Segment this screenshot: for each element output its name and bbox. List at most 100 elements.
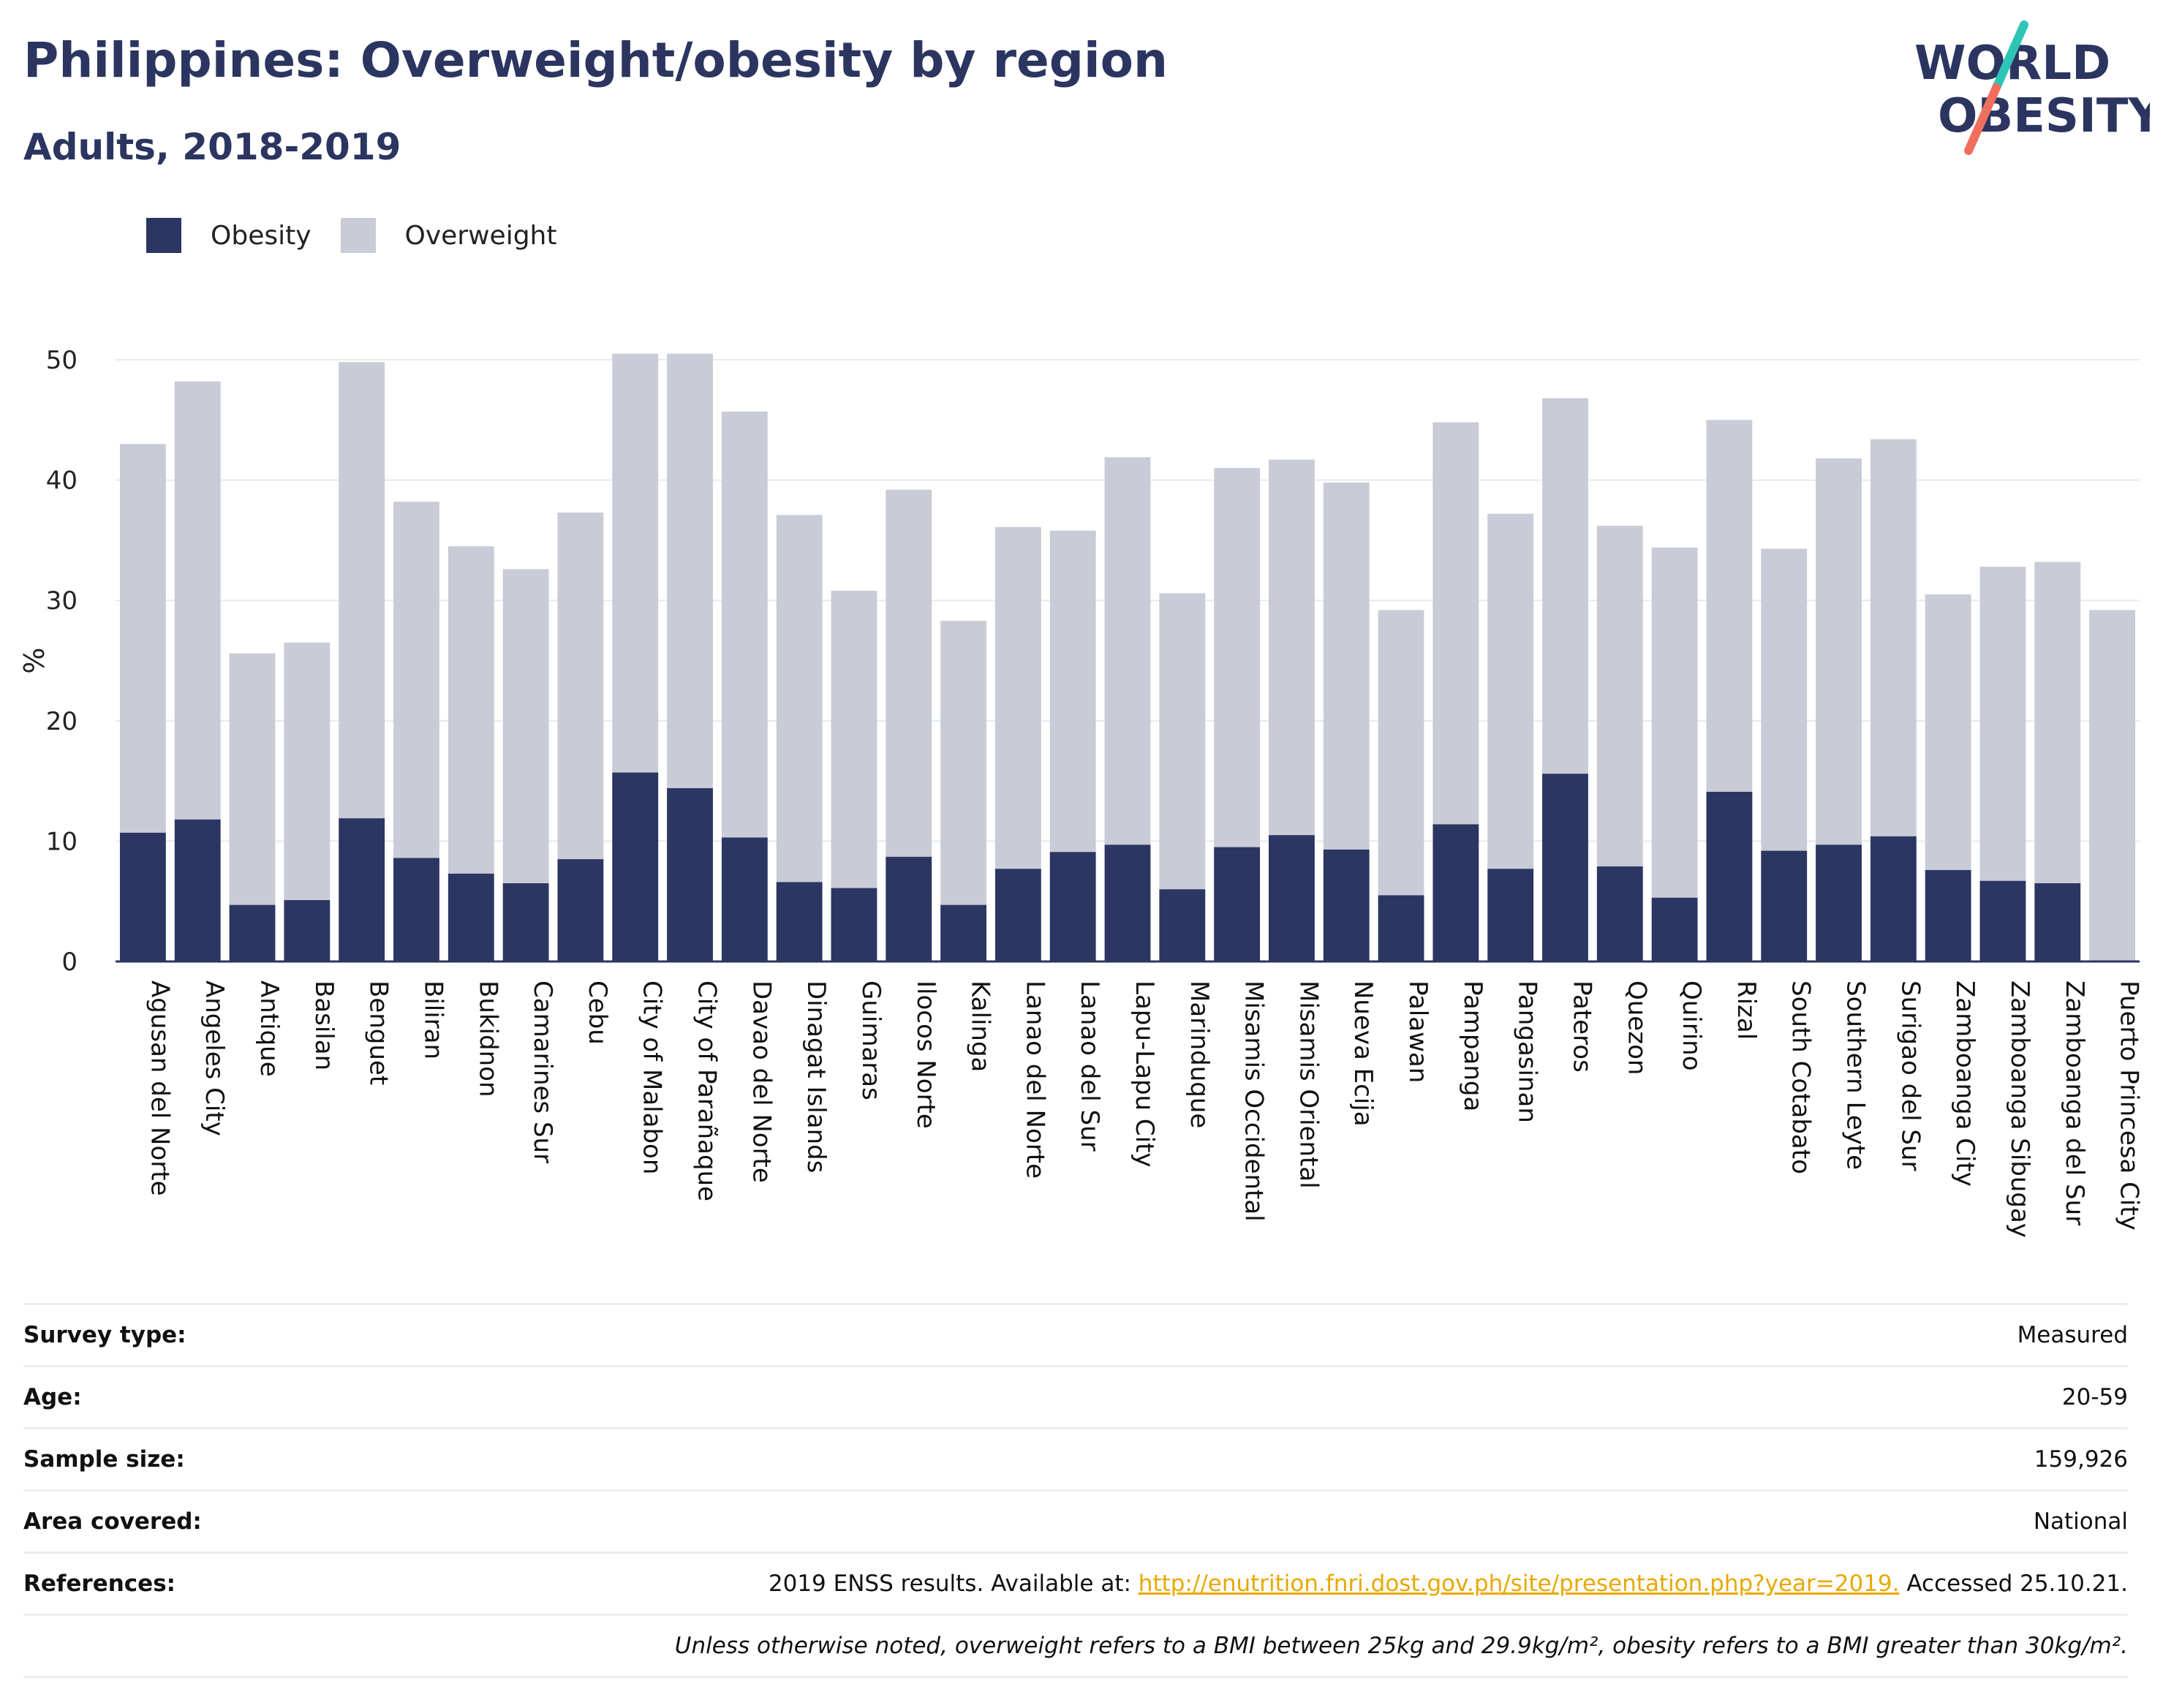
- y-tick-label: 40: [46, 466, 78, 496]
- bar-obesity: [994, 869, 1041, 961]
- legend-item-overweight[interactable]: Overweight: [340, 218, 557, 253]
- bar-overweight: [1979, 567, 2026, 881]
- y-tick-label: 0: [61, 948, 78, 977]
- chart-title: Philippines: Overweight/obesity by regio…: [23, 32, 1168, 88]
- logo-slash-teal: [1992, 20, 2028, 92]
- bar-overweight: [831, 591, 877, 888]
- y-tick-label: 30: [46, 586, 78, 616]
- x-tick-label: Lanao del Sur: [1075, 980, 1104, 1152]
- legend-item-obesity[interactable]: Obesity: [146, 218, 312, 253]
- x-tick-label: South Cotabato: [1786, 980, 1816, 1174]
- bar-obesity: [1323, 849, 1370, 961]
- bar-obesity: [1925, 869, 1971, 961]
- info-row-references: References: 2019 ENSS results. Available…: [23, 1552, 2128, 1614]
- x-tick-label: Benguet: [364, 980, 393, 1085]
- bar-obesity: [667, 787, 713, 961]
- legend-swatch-overweight: [340, 218, 376, 253]
- bar-overweight: [2089, 610, 2136, 961]
- x-tick-label: City of Malabon: [638, 980, 667, 1174]
- bar-overweight: [229, 653, 276, 905]
- bar-obesity: [721, 837, 768, 961]
- bar-obesity: [1104, 844, 1151, 961]
- bar-obesity: [174, 819, 221, 961]
- info-row-age: Age: 20-59: [23, 1365, 2128, 1427]
- bar-obesity: [1269, 835, 1315, 961]
- bar-obesity: [119, 832, 166, 961]
- bar-overweight: [940, 621, 986, 905]
- legend-label-overweight: Overweight: [404, 220, 557, 251]
- legend-label-obesity: Obesity: [211, 220, 312, 251]
- chart-legend: Obesity Overweight: [146, 216, 586, 254]
- info-key: Age:: [23, 1384, 82, 1410]
- references-prefix: 2019 ENSS results. Available at:: [768, 1571, 1139, 1597]
- x-tick-label: Cebu: [583, 980, 612, 1045]
- x-tick-label: Antique: [254, 980, 284, 1077]
- bar-obesity: [448, 873, 494, 961]
- x-tick-label: Quirino: [1677, 980, 1706, 1071]
- x-tick-label: Pateros: [1567, 980, 1596, 1073]
- info-table: Survey type: Measured Age: 20-59 Sample …: [23, 1303, 2128, 1678]
- bar-obesity: [1214, 847, 1261, 961]
- x-tick-label: Surigao del Sur: [1895, 980, 1925, 1171]
- bar-obesity: [776, 882, 823, 961]
- bar-obesity: [1596, 866, 1643, 961]
- bar-overweight: [1432, 422, 1479, 825]
- info-row-survey-type: Survey type: Measured: [23, 1303, 2128, 1365]
- bar-overweight: [448, 546, 494, 874]
- x-tick-label: Basilan: [309, 980, 339, 1070]
- bar-obesity: [393, 858, 439, 961]
- bar-obesity: [886, 856, 932, 961]
- bar-overweight: [557, 513, 604, 860]
- bar-overweight: [1816, 458, 1862, 845]
- bar-obesity: [284, 900, 331, 961]
- bar-chart: 0 10 20 30 40 50% Agusan del Norte Angeles City…: [18, 346, 2144, 1238]
- bar-overweight: [1542, 398, 1588, 774]
- y-tick-label: 50: [46, 346, 78, 375]
- info-value: 2019 ENSS results. Available at: http://…: [769, 1571, 2128, 1597]
- chart-subtitle: Adults, 2018-2019: [23, 126, 401, 168]
- references-suffix: Accessed 25.10.21.: [1899, 1571, 2128, 1597]
- bar-overweight: [1651, 547, 1698, 898]
- x-tick-label: Ilocos Norte: [911, 980, 940, 1129]
- x-tick-label: Kalinga: [966, 980, 995, 1072]
- info-value: 159,926: [2034, 1446, 2128, 1473]
- bar-overweight: [1378, 610, 1424, 896]
- bar-overweight: [1323, 482, 1370, 850]
- bar-obesity: [1870, 836, 1917, 961]
- x-tick-label: Bukidnon: [473, 980, 502, 1097]
- bar-overweight: [1159, 593, 1206, 890]
- bar-obesity: [1049, 852, 1096, 961]
- info-row-sample-size: Sample size: 159,926: [23, 1427, 2128, 1489]
- info-key: Sample size:: [23, 1446, 185, 1473]
- bar-overweight: [2034, 562, 2081, 884]
- logo-line2: OBESITY: [1938, 89, 2150, 143]
- bar-overweight: [1925, 594, 1971, 870]
- bar-obesity: [1432, 824, 1479, 961]
- x-tick-label: Southern Leyte: [1841, 980, 1871, 1170]
- x-tick-label: Misamis Oriental: [1294, 980, 1323, 1189]
- info-row-area: Area covered: National: [23, 1489, 2128, 1552]
- bar-obesity: [1487, 869, 1534, 961]
- info-key: Survey type:: [23, 1322, 186, 1348]
- x-tick-label: Quezon: [1622, 980, 1651, 1075]
- bar-obesity: [940, 904, 986, 961]
- x-tick-label: Pangasinan: [1513, 980, 1542, 1123]
- bar-obesity: [612, 772, 659, 961]
- bar-overweight: [119, 444, 166, 833]
- bar-overweight: [339, 362, 385, 819]
- y-axis-label: %: [18, 647, 50, 673]
- x-tick-label: Guimaras: [856, 980, 886, 1100]
- x-tick-label: Dinagat Islands: [801, 980, 831, 1173]
- bar-overweight: [1706, 420, 1753, 792]
- y-tick-label: 10: [46, 827, 78, 856]
- bar-obesity: [502, 883, 549, 961]
- references-link[interactable]: http://enutrition.fnri.dost.gov.ph/site/…: [1138, 1571, 1900, 1597]
- bar-obesity: [1706, 791, 1753, 961]
- bar-obesity: [1979, 880, 2026, 961]
- bar-obesity: [229, 904, 276, 961]
- info-row-note: Unless otherwise noted, overweight refer…: [23, 1614, 2128, 1678]
- x-tick-label: Agusan del Norte: [145, 980, 174, 1196]
- x-tick-label: Camarines Sur: [528, 980, 557, 1163]
- bar-obesity: [1651, 897, 1698, 961]
- x-tick-label: Davao del Norte: [747, 980, 776, 1183]
